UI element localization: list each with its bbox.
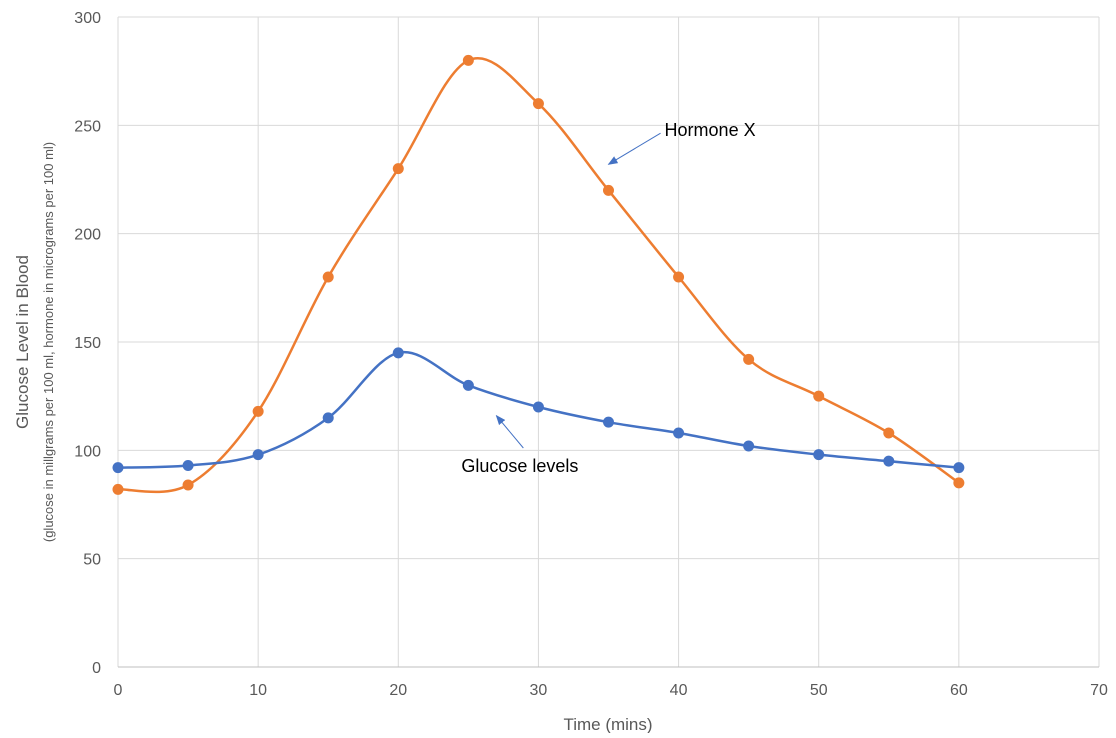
annotation-label: Hormone X (665, 120, 756, 140)
y-tick-label: 50 (83, 552, 101, 569)
series-group (112, 54, 965, 495)
y-axis-label: Glucose Level in Blood (13, 255, 32, 429)
x-tick-label: 20 (389, 682, 407, 699)
data-point-hormone-x (673, 271, 685, 283)
x-axis-label: Time (mins) (563, 715, 652, 733)
y-tick-label: 200 (74, 227, 101, 244)
data-point-glucose-levels (743, 440, 755, 452)
data-point-hormone-x (182, 479, 194, 491)
x-tick-label: 60 (950, 682, 968, 699)
data-point-glucose-levels (392, 347, 404, 359)
data-point-hormone-x (392, 163, 404, 175)
tick-labels: 0 10 20 30 40 50 60 70 0 50 100 150 200 250 300 (74, 10, 1108, 699)
y-tick-label: 250 (74, 118, 101, 135)
data-point-glucose-levels (603, 416, 614, 428)
data-point-glucose-levels (673, 427, 685, 439)
data-point-glucose-levels (322, 412, 334, 424)
data-point-hormone-x (953, 477, 965, 489)
data-point-glucose-levels (182, 460, 194, 471)
data-point-hormone-x (743, 353, 755, 365)
data-point-hormone-x (813, 390, 825, 402)
y-tick-label: 0 (92, 660, 101, 677)
data-point-glucose-levels (532, 401, 544, 413)
data-point-hormone-x (252, 405, 264, 417)
data-point-glucose-levels (112, 462, 124, 474)
x-tick-label: 30 (530, 682, 548, 699)
annotations: Hormone X Glucose levels (461, 120, 755, 476)
data-point-hormone-x (112, 483, 124, 495)
x-tick-label: 70 (1090, 682, 1108, 699)
data-point-hormone-x (462, 54, 474, 66)
x-tick-label: 10 (249, 682, 267, 699)
annotation-arrow (607, 132, 661, 165)
annotation-arrow (495, 414, 524, 449)
x-tick-label: 40 (670, 682, 688, 699)
y-axis-sublabel: (glucose in millgrams per 100 ml, hormon… (41, 142, 56, 542)
annotation-label: Glucose levels (461, 456, 578, 476)
data-point-glucose-levels (953, 462, 965, 474)
gridlines (117, 16, 1100, 668)
x-tick-label: 50 (810, 682, 828, 699)
data-point-glucose-levels (462, 379, 474, 391)
x-tick-label: 0 (114, 682, 123, 699)
y-tick-label: 100 (74, 443, 101, 460)
data-point-glucose-levels (252, 449, 264, 461)
y-tick-label: 300 (74, 10, 101, 27)
data-point-hormone-x (883, 427, 895, 439)
data-point-hormone-x (322, 271, 334, 283)
data-point-glucose-levels (813, 449, 825, 461)
data-point-hormone-x (532, 98, 544, 110)
data-point-glucose-levels (883, 455, 895, 467)
y-tick-label: 150 (74, 335, 101, 352)
data-point-hormone-x (603, 184, 614, 196)
